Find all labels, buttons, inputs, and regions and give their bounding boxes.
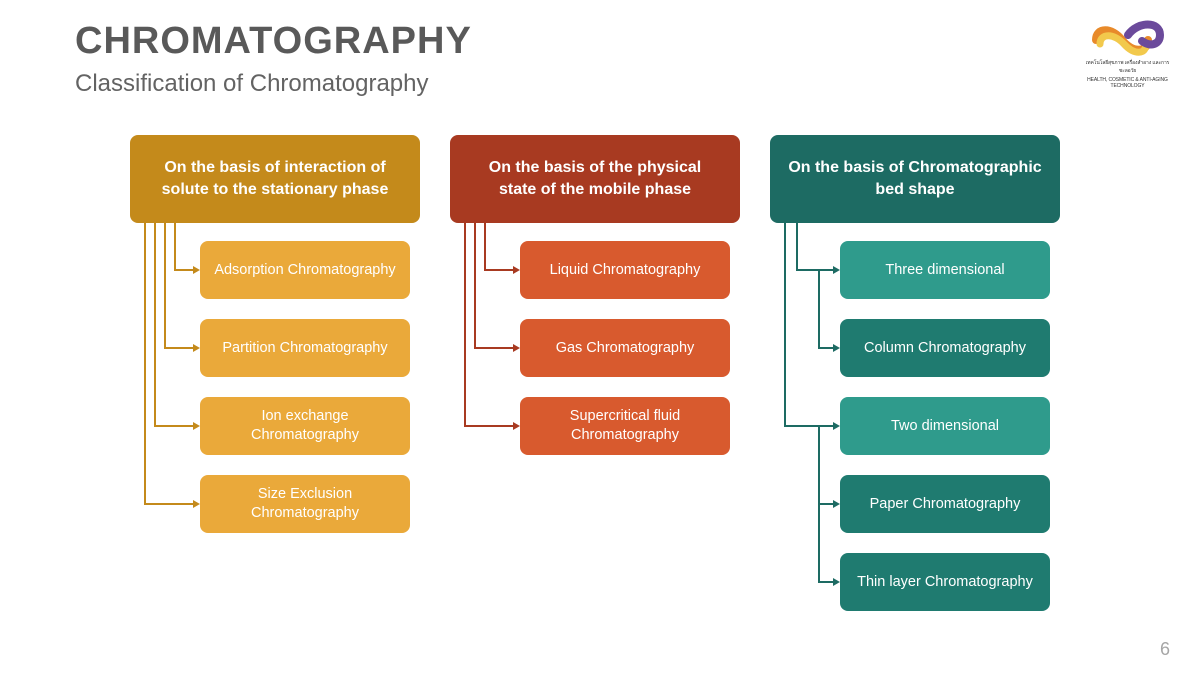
page-number: 6	[1160, 639, 1170, 660]
classification-item: Size Exclusion Chromatography	[200, 475, 410, 533]
slide-title: CHROMATOGRAPHY	[75, 20, 472, 63]
classification-item: Adsorption Chromatography	[200, 241, 410, 299]
classification-item: Three dimensional	[840, 241, 1050, 299]
classification-item: Gas Chromatography	[520, 319, 730, 377]
column-header: On the basis of interaction of solute to…	[130, 135, 420, 223]
logo-text-2: HEALTH, COSMETIC & ANTI-AGING TECHNOLOGY	[1080, 77, 1175, 89]
column-header: On the basis of the physical state of th…	[450, 135, 740, 223]
column-interaction: On the basis of interaction of solute to…	[130, 135, 420, 631]
classification-item: Thin layer Chromatography	[840, 553, 1050, 611]
classification-item: Ion exchange Chromatography	[200, 397, 410, 455]
logo-text-1: เทคโนโลยีสุขภาพ เครื่องสำอาง และการชะลอว…	[1080, 59, 1175, 75]
infinity-icon	[1088, 15, 1168, 57]
column-mobile-phase: On the basis of the physical state of th…	[450, 135, 740, 631]
brand-logo: เทคโนโลยีสุขภาพ เครื่องสำอาง และการชะลอว…	[1080, 15, 1175, 89]
classification-item: Column Chromatography	[840, 319, 1050, 377]
classification-columns: On the basis of interaction of solute to…	[130, 135, 1060, 631]
classification-item: Two dimensional	[840, 397, 1050, 455]
classification-item: Liquid Chromatography	[520, 241, 730, 299]
slide-subtitle: Classification of Chromatography	[75, 70, 429, 98]
classification-item: Partition Chromatography	[200, 319, 410, 377]
column-bed-shape: On the basis of Chromatographic bed shap…	[770, 135, 1060, 631]
classification-item: Supercritical fluid Chromatography	[520, 397, 730, 455]
classification-item: Paper Chromatography	[840, 475, 1050, 533]
column-header: On the basis of Chromatographic bed shap…	[770, 135, 1060, 223]
